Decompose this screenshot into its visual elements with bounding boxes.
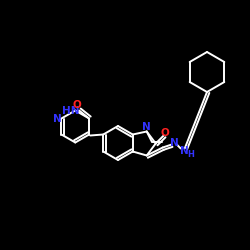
Text: HN: HN (62, 106, 79, 116)
Text: N: N (180, 146, 189, 156)
Text: H: H (187, 150, 194, 159)
Text: N: N (53, 114, 62, 124)
Text: O: O (160, 128, 169, 138)
Text: N: N (142, 122, 151, 132)
Text: O: O (73, 100, 82, 110)
Text: N: N (170, 138, 179, 147)
